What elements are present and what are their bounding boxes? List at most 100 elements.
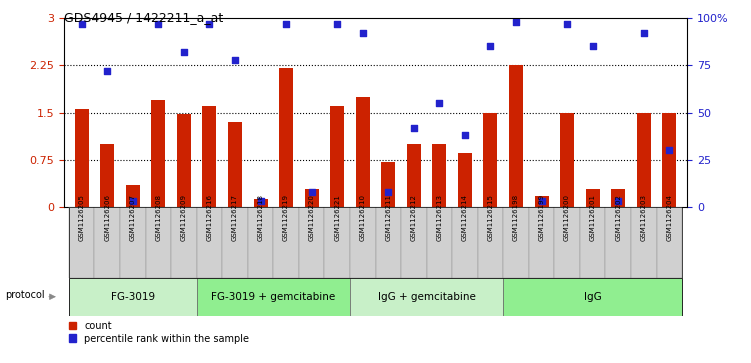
Bar [637,113,651,207]
Bar [171,207,197,278]
Text: GSM1126202: GSM1126202 [615,194,621,241]
Bar [376,207,401,278]
Bar [299,207,324,278]
Bar [120,207,146,278]
Bar [324,207,350,278]
Point [408,125,420,131]
Bar [478,207,503,278]
Bar [662,113,677,207]
Text: GSM1126206: GSM1126206 [104,194,110,241]
Bar [69,207,95,278]
Text: FG-3019 + gemcitabine: FG-3019 + gemcitabine [211,292,336,302]
Text: GSM1126218: GSM1126218 [258,194,264,241]
Text: GSM1126212: GSM1126212 [411,194,417,241]
Bar [554,207,580,278]
Text: IgG + gemcitabine: IgG + gemcitabine [378,292,475,302]
Text: GSM1126214: GSM1126214 [462,194,468,241]
Bar [452,207,478,278]
Bar [152,100,165,207]
Text: GSM1126220: GSM1126220 [309,194,315,241]
Point [561,21,573,27]
Bar [74,109,89,207]
Text: GSM1126219: GSM1126219 [283,194,289,241]
Text: GSM1126198: GSM1126198 [513,194,519,241]
Point [510,19,522,25]
Point [76,21,88,27]
Bar [656,207,682,278]
Point [204,21,216,27]
Bar [484,113,497,207]
Text: GSM1126201: GSM1126201 [590,194,596,241]
Text: GSM1126215: GSM1126215 [487,194,493,241]
Bar [580,207,605,278]
Bar [433,144,446,207]
Bar [228,122,242,207]
Bar [586,189,599,207]
Bar [330,106,344,207]
Bar [503,278,682,316]
Text: IgG: IgG [584,292,602,302]
Bar [401,207,427,278]
Bar [350,278,503,316]
Bar [611,189,626,207]
Point [663,147,675,153]
Text: GSM1126213: GSM1126213 [436,194,442,241]
Bar [197,278,350,316]
Text: GSM1126216: GSM1126216 [207,194,213,241]
Bar [125,185,140,207]
Bar [69,278,197,316]
Bar [197,207,222,278]
Text: GSM1126221: GSM1126221 [334,194,340,241]
Point [331,21,343,27]
Point [357,30,369,36]
Point [229,57,241,62]
Point [612,198,624,204]
Point [280,21,292,27]
Point [152,21,164,27]
Point [101,68,113,74]
Point [459,132,471,138]
Bar [203,106,216,207]
Point [484,44,496,49]
Bar [350,207,376,278]
Text: GSM1126199: GSM1126199 [538,194,544,241]
Bar [560,113,574,207]
Bar [631,207,656,278]
Bar [254,199,267,207]
Text: protocol: protocol [5,290,45,300]
Legend: count, percentile rank within the sample: count, percentile rank within the sample [68,321,249,344]
Bar [95,207,120,278]
Bar [305,189,318,207]
Point [433,100,445,106]
Text: GSM1126207: GSM1126207 [130,194,136,241]
Bar [407,144,421,207]
Bar [273,207,299,278]
Text: GDS4945 / 1422211_a_at: GDS4945 / 1422211_a_at [64,11,223,24]
Text: GSM1126210: GSM1126210 [360,194,366,241]
Bar [509,65,523,207]
Bar [279,69,293,207]
Bar [100,144,114,207]
Text: GSM1126205: GSM1126205 [79,194,85,241]
Text: GSM1126203: GSM1126203 [641,194,647,241]
Text: GSM1126217: GSM1126217 [232,194,238,241]
Bar [356,97,369,207]
Point [638,30,650,36]
Bar [248,207,273,278]
Point [306,189,318,195]
Text: FG-3019: FG-3019 [110,292,155,302]
Point [535,198,547,204]
Point [255,198,267,204]
Point [127,198,139,204]
Bar [146,207,171,278]
Bar [535,196,548,207]
Bar [458,154,472,207]
Bar [529,207,554,278]
Point [178,49,190,55]
Bar [177,114,191,207]
Text: GSM1126209: GSM1126209 [181,194,187,241]
Bar [222,207,248,278]
Bar [503,207,529,278]
Text: GSM1126208: GSM1126208 [155,194,161,241]
Point [382,189,394,195]
